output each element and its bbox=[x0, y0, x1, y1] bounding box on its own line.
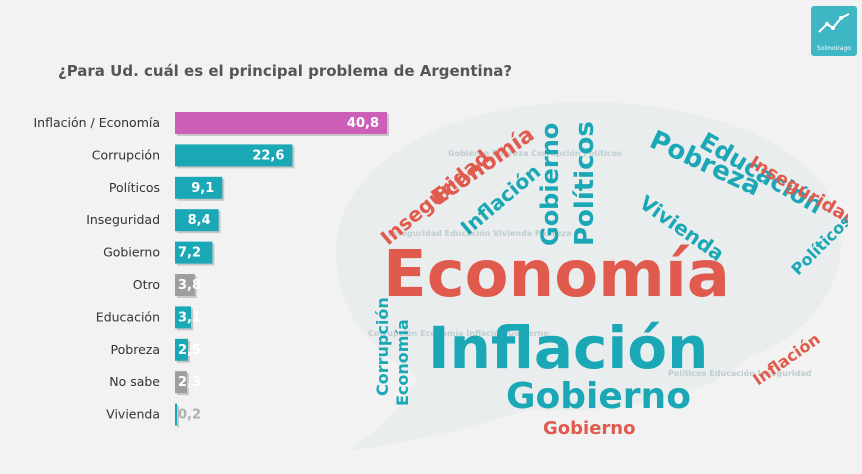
category-label: Inflación / Economía bbox=[33, 115, 160, 130]
svg-text:Políticos: Políticos bbox=[570, 121, 600, 246]
svg-text:Gobierno: Gobierno bbox=[543, 418, 635, 439]
svg-text:Corrupción: Corrupción bbox=[373, 297, 392, 396]
value-label: 2,5 bbox=[178, 343, 201, 358]
word-cloud: Gobierno Pobreza Corrupción Políticos In… bbox=[335, 102, 848, 450]
bar-5 bbox=[175, 274, 195, 296]
bar-4 bbox=[175, 241, 213, 264]
svg-text:Inseguridad Educación Vivienda: Inseguridad Educación Vivienda Pobreza bbox=[388, 228, 571, 238]
value-label: 9,1 bbox=[191, 181, 214, 196]
bar-7 bbox=[175, 338, 188, 361]
bar-shadow bbox=[177, 405, 179, 428]
speech-bubble bbox=[335, 102, 842, 450]
svg-text:Corrupción Economía Inflación: Corrupción Economía Inflación Gobierno bbox=[368, 328, 549, 338]
cloud-word-inflacion: Inflación bbox=[428, 314, 708, 382]
svg-text:Gobierno: Gobierno bbox=[536, 123, 564, 246]
logo-text: Solmoirago bbox=[817, 45, 851, 52]
cloud-word-economia: Economía bbox=[383, 238, 730, 312]
category-label: Otro bbox=[133, 277, 160, 292]
category-label: Gobierno bbox=[103, 245, 160, 260]
svg-text:Economía: Economía bbox=[393, 319, 412, 406]
bar-3 bbox=[175, 209, 219, 232]
brand-logo: Solmoirago bbox=[811, 6, 857, 56]
bar-2 bbox=[175, 176, 223, 199]
chart-trend-icon bbox=[818, 13, 850, 33]
bar-9 bbox=[175, 403, 177, 426]
category-label: Políticos bbox=[109, 180, 160, 195]
category-label: Pobreza bbox=[111, 342, 160, 357]
chart-title: ¿Para Ud. cuál es el principal problema … bbox=[58, 62, 513, 80]
value-label: 0,2 bbox=[178, 408, 201, 423]
category-label: Inseguridad bbox=[86, 212, 160, 227]
value-label: 2,3 bbox=[178, 375, 201, 390]
bar-1 bbox=[175, 144, 293, 167]
svg-text:Gobierno Pobreza Corrupción Po: Gobierno Pobreza Corrupción Políticos bbox=[448, 148, 622, 158]
category-label: No sabe bbox=[109, 374, 160, 389]
svg-text:Políticos Educación Insegurida: Políticos Educación Inseguridad bbox=[668, 368, 812, 378]
category-label: Educación bbox=[96, 309, 160, 324]
value-label: 40,8 bbox=[347, 116, 379, 131]
value-label: 8,4 bbox=[188, 213, 211, 228]
bar-6 bbox=[175, 306, 192, 329]
category-label: Vivienda bbox=[106, 407, 160, 422]
category-label: Corrupción bbox=[92, 147, 160, 162]
value-label: 3,8 bbox=[178, 278, 201, 293]
value-label: 22,6 bbox=[252, 148, 284, 163]
value-label: 7,2 bbox=[178, 246, 201, 261]
value-label: 3,1 bbox=[178, 310, 201, 325]
bar-8 bbox=[175, 371, 187, 394]
cloud-word-gobierno: Gobierno bbox=[506, 376, 691, 417]
bar-0 bbox=[175, 112, 387, 134]
